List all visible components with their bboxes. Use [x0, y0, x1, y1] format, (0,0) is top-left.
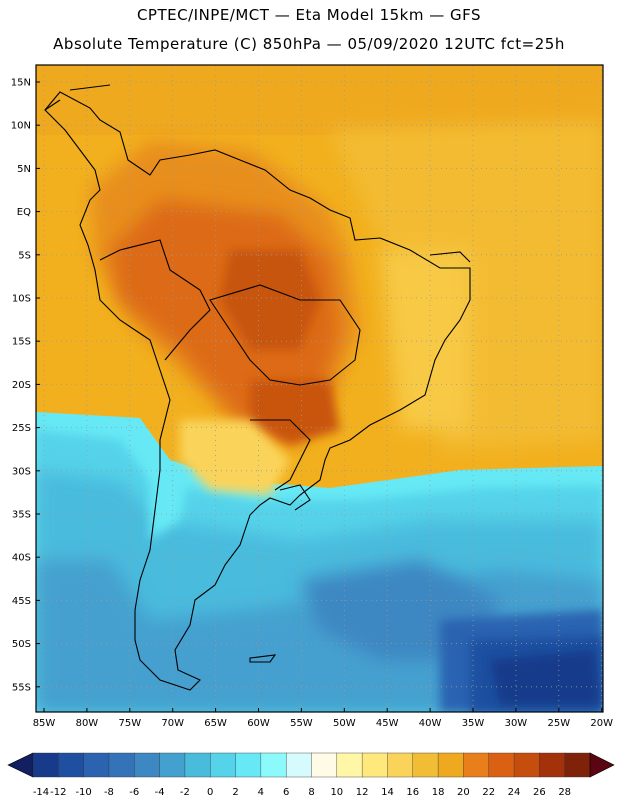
colorbar-label: -10 — [75, 787, 91, 798]
colorbar-swatch — [412, 752, 439, 778]
colorbar-label: -8 — [104, 787, 114, 798]
colorbar-swatch — [513, 752, 540, 778]
colorbar-label: 28 — [558, 787, 571, 798]
lon-label: 40W — [419, 718, 442, 729]
lat-label: EQ — [17, 207, 31, 218]
lat-label: 5S — [18, 250, 31, 261]
colorbar-swatch — [463, 752, 490, 778]
lon-label: 45W — [376, 718, 399, 729]
colorbar-swatch — [361, 752, 389, 778]
colorbar-label: -2 — [180, 787, 190, 798]
lat-label: 25S — [12, 423, 31, 434]
colorbar: -14 -12 -10 -8 -6 -4 -2 0 2 4 6 8 10 12 14 16 18 20 22 24 26… — [7, 752, 615, 798]
lon-label: 35W — [462, 718, 485, 729]
lat-label: 35S — [12, 510, 31, 521]
colorbar-swatch — [285, 752, 313, 778]
lat-label: 55S — [12, 682, 31, 693]
lon-label: 20W — [590, 718, 613, 729]
lon-label: 55W — [290, 718, 313, 729]
colorbar-label: -6 — [129, 787, 139, 798]
colorbar-label: 14 — [381, 787, 394, 798]
colorbar-swatch — [58, 752, 85, 778]
colorbar-label: 8 — [308, 787, 314, 798]
lat-label: 10S — [12, 294, 31, 305]
lon-label: 70W — [161, 718, 184, 729]
lon-label: 25W — [547, 718, 570, 729]
colorbar-swatch — [134, 752, 161, 778]
lat-label: 15N — [11, 78, 31, 89]
lon-label: 85W — [33, 718, 56, 729]
lat-label: 50S — [12, 639, 31, 650]
title-line-2: Absolute Temperature (C) 850hPa — 05/09/… — [53, 35, 565, 53]
coastlines — [44, 84, 471, 691]
colorbar-label: 12 — [356, 787, 369, 798]
title-line-1: CPTEC/INPE/MCT — Eta Model 15km — GFS — [136, 6, 482, 24]
colorbar-low-arrow — [7, 752, 34, 778]
colorbar-swatch — [108, 752, 135, 778]
colorbar-swatch — [32, 752, 59, 778]
colorbar-label: 18 — [432, 787, 445, 798]
colorbar-label: 16 — [406, 787, 419, 798]
lat-label: 20S — [12, 380, 31, 391]
lon-label: 50W — [333, 718, 356, 729]
colorbar-swatch — [235, 752, 262, 778]
colorbar-label: 4 — [258, 787, 264, 798]
temperature-field — [36, 65, 603, 712]
colorbar-swatch — [336, 752, 363, 778]
lat-label: 10N — [11, 121, 31, 132]
colorbar-label: 26 — [533, 787, 546, 798]
colorbar-label: -4 — [155, 787, 165, 798]
colorbar-swatch — [539, 752, 566, 778]
colorbar-swatch — [564, 752, 591, 778]
colorbar-swatch — [83, 752, 110, 778]
lat-label: 30S — [12, 466, 31, 477]
colorbar-label: 2 — [232, 787, 238, 798]
colorbar-label: 24 — [508, 787, 521, 798]
colorbar-high-arrow — [589, 752, 615, 778]
colorbar-swatch — [488, 752, 515, 778]
lon-label: 65W — [204, 718, 227, 729]
colorbar-label: 0 — [207, 787, 213, 798]
colorbar-swatch — [437, 752, 465, 778]
colorbar-label: -12 — [50, 787, 66, 798]
colorbar-swatch — [311, 752, 338, 778]
colorbar-label: 6 — [283, 787, 289, 798]
longitude-labels: 85W 80W 75W 70W 65W 60W 55W 50W 45W 40W 35W 30W 25W 2… — [33, 708, 613, 729]
lat-label: 15S — [12, 337, 31, 348]
colorbar-swatch — [184, 752, 211, 778]
colorbar-label: 20 — [457, 787, 470, 798]
colorbar-swatch — [260, 752, 287, 778]
lon-label: 75W — [118, 718, 141, 729]
map-frame — [35, 64, 604, 713]
latitude-labels: 15N 10N 5N EQ 5S 10S 15S 20S 25S 30S 35S 40S 45S 50S 5… — [11, 78, 40, 693]
colorbar-label: 22 — [482, 787, 495, 798]
colorbar-label: 10 — [330, 787, 343, 798]
lon-label: 30W — [505, 718, 528, 729]
lon-label: 80W — [76, 718, 99, 729]
lat-label: 40S — [12, 553, 31, 564]
lon-label: 60W — [247, 718, 270, 729]
colorbar-label: -14 — [33, 787, 49, 798]
colorbar-swatch — [387, 752, 414, 778]
colorbar-swatch — [210, 752, 237, 778]
lat-label: 45S — [12, 596, 31, 607]
lat-label: 5N — [17, 164, 31, 175]
colorbar-swatch — [159, 752, 186, 778]
